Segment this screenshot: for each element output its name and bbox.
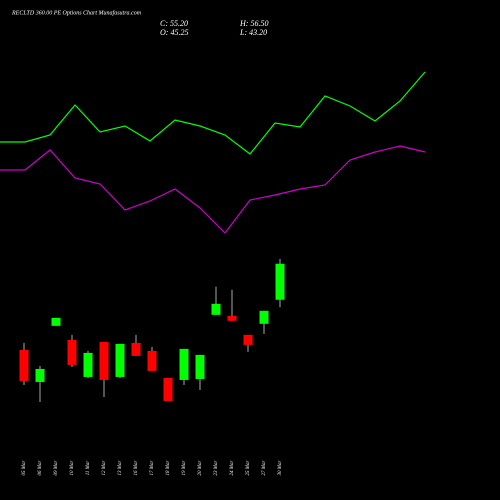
candle-body [243,334,253,345]
candle-body [195,354,205,379]
candle-body [99,341,109,380]
candle-body [179,348,189,380]
candle-body [227,315,237,321]
x-tick-label: 05 Mar [22,461,27,476]
candle-body [147,350,157,371]
x-tick-label: 09 Mar [54,461,59,476]
x-tick-label: 30 Mar [278,461,283,476]
x-tick-label: 27 Mar [262,461,267,476]
indicator-line [0,145,426,234]
candle-body [163,377,173,402]
x-tick-label: 24 Mar [230,461,235,476]
chart-title: RECLTD 360.00 PE Options Chart Munafasut… [11,9,142,16]
candle-body [67,339,77,365]
indicator-line [0,71,426,155]
candle-body [83,352,93,377]
x-tick-label: 20 Mar [198,461,203,476]
candle-body [115,343,125,377]
close-info: C: 55.20 [160,19,188,28]
candle-body [35,368,45,382]
candle-body [19,349,29,381]
open-info: O: 45.25 [160,28,188,37]
candle-body [51,317,61,326]
low-info: L: 43.20 [239,28,267,37]
x-tick-label: 06 Mar [38,461,43,476]
x-tick-label: 17 Mar [150,461,155,476]
x-tick-label: 12 Mar [102,461,107,476]
x-tick-label: 10 Mar [70,461,75,476]
x-tick-label: 25 Mar [246,461,251,476]
candle-body [259,310,269,324]
x-tick-label: 19 Mar [182,461,187,476]
x-tick-label: 11 Mar [86,461,91,476]
x-tick-label: 13 Mar [118,461,123,476]
candle-body [211,303,221,315]
x-tick-label: 16 Mar [134,461,139,476]
high-info: H: 56.50 [239,19,268,28]
x-tick-label: 23 Mar [214,461,219,476]
x-tick-label: 18 Mar [166,461,171,476]
candle-body [275,263,285,300]
candle-body [131,342,141,356]
